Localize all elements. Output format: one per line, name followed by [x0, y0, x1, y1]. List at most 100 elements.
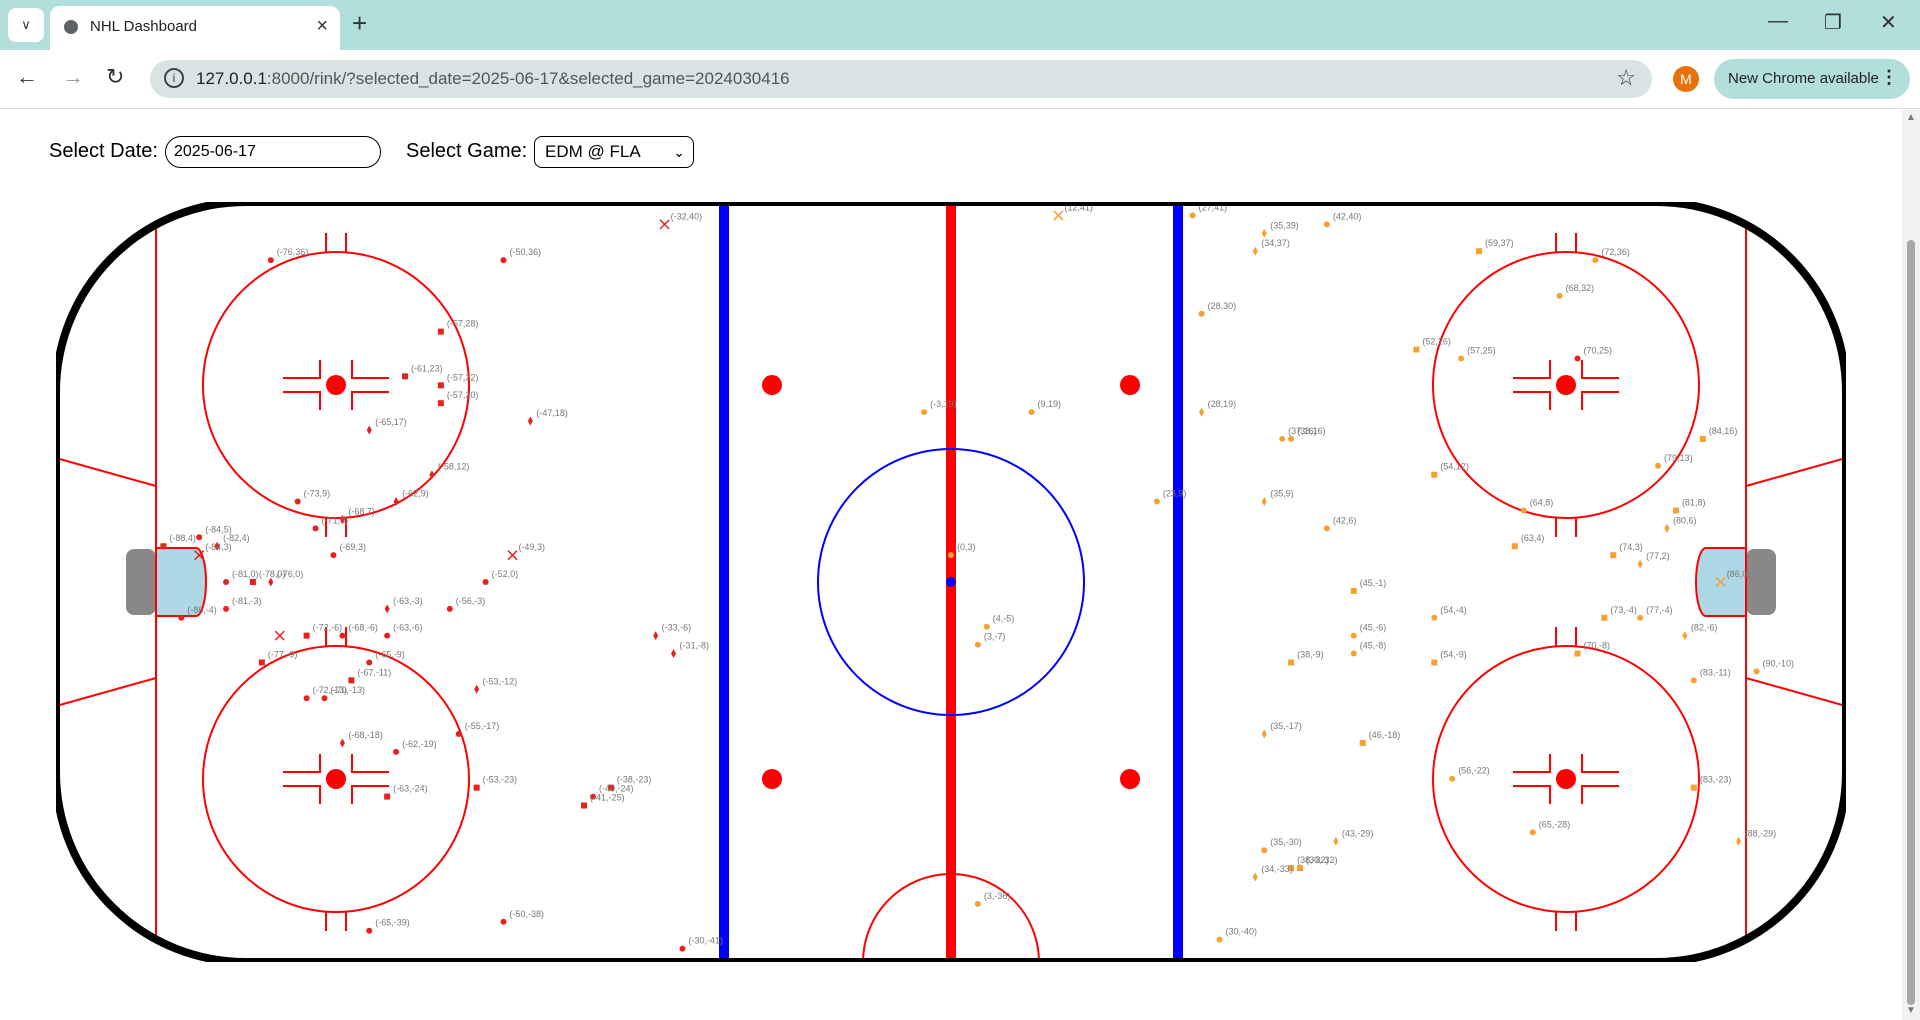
shot-marker-home[interactable] [321, 695, 328, 702]
shot-marker-away[interactable] [1431, 614, 1438, 621]
shot-marker-away[interactable] [1431, 659, 1438, 666]
shot-marker-away[interactable] [1574, 355, 1581, 362]
shot-marker-away[interactable] [1053, 210, 1064, 221]
shot-marker-home[interactable] [223, 579, 230, 585]
minimize-icon[interactable]: — [1768, 10, 1788, 32]
shot-marker-home[interactable] [507, 550, 518, 561]
shot-marker-home[interactable] [527, 416, 533, 426]
shot-marker-away[interactable] [1216, 936, 1223, 943]
site-info-icon[interactable]: i [164, 68, 184, 88]
shot-marker-away[interactable] [1261, 729, 1267, 739]
shot-marker-away[interactable] [983, 623, 990, 630]
back-arrow-icon[interactable]: ← [16, 64, 38, 89]
shot-marker-away[interactable] [1637, 559, 1643, 569]
shot-marker-away[interactable] [1413, 346, 1420, 353]
shot-marker-away[interactable] [1350, 587, 1357, 594]
shot-marker-home[interactable] [446, 605, 453, 612]
game-select[interactable]: EDM @ FLA ⌄ [534, 136, 694, 168]
new-tab-plus-icon[interactable]: + [352, 8, 368, 38]
shot-marker-home[interactable] [194, 550, 205, 561]
date-input[interactable] [165, 136, 381, 168]
shot-marker-home[interactable] [258, 659, 265, 666]
shot-marker-away[interactable] [1288, 865, 1295, 872]
bookmark-star-icon[interactable]: ☆ [1616, 65, 1636, 90]
shot-marker-home[interactable] [679, 945, 686, 952]
shot-marker-home[interactable] [312, 525, 319, 532]
shot-marker-away[interactable] [1664, 523, 1670, 533]
shot-marker-away[interactable] [1458, 355, 1465, 362]
shot-marker-away[interactable] [1261, 497, 1267, 507]
shot-marker-away[interactable] [1556, 292, 1563, 299]
shot-marker-home[interactable] [482, 579, 489, 585]
shot-marker-home[interactable] [330, 552, 337, 559]
shot-marker-home[interactable] [294, 498, 301, 505]
shot-marker-home[interactable] [437, 400, 444, 407]
shot-marker-away[interactable] [948, 552, 954, 559]
scroll-down-arrow-icon[interactable]: ▼ [1906, 1005, 1916, 1016]
shot-marker-away[interactable] [1529, 829, 1536, 836]
shot-marker-away[interactable] [1261, 847, 1268, 854]
shot-marker-away[interactable] [1520, 507, 1527, 514]
shot-marker-home[interactable] [500, 257, 507, 264]
shot-marker-away[interactable] [1715, 576, 1726, 588]
shot-marker-home[interactable] [348, 677, 355, 684]
shot-marker-away[interactable] [1028, 409, 1035, 416]
page-scrollbar[interactable]: ▲ ▼ [1902, 110, 1920, 1020]
shot-marker-away[interactable] [1672, 507, 1679, 514]
shot-marker-home[interactable] [160, 543, 167, 550]
shot-marker-away[interactable] [921, 409, 928, 416]
shot-marker-home[interactable] [402, 373, 409, 380]
shot-marker-away[interactable] [1252, 872, 1258, 882]
shot-marker-home[interactable] [384, 632, 391, 639]
shot-marker-home[interactable] [437, 382, 444, 389]
shot-marker-home[interactable] [500, 918, 507, 925]
browser-tab[interactable]: NHL Dashboard × [50, 6, 340, 50]
shot-marker-away[interactable] [1753, 668, 1760, 675]
shot-marker-home[interactable] [267, 257, 274, 264]
shot-marker-away[interactable] [1279, 435, 1286, 442]
shot-marker-home[interactable] [590, 793, 596, 800]
shot-marker-home[interactable] [473, 784, 480, 791]
shot-marker-away[interactable] [1690, 677, 1697, 684]
shot-marker-away[interactable] [1199, 407, 1205, 417]
shot-marker-home[interactable] [303, 695, 310, 702]
shot-marker-away[interactable] [974, 900, 981, 907]
shot-marker-away[interactable] [1592, 257, 1599, 264]
shot-marker-home[interactable] [196, 534, 203, 541]
shot-marker-away[interactable] [1574, 650, 1581, 657]
chrome-update-button[interactable]: New Chrome available ⋮ [1714, 59, 1910, 99]
forward-arrow-icon[interactable]: → [62, 64, 84, 89]
shot-marker-away[interactable] [1359, 739, 1366, 746]
shot-marker-away[interactable] [1198, 310, 1205, 317]
shot-marker-away[interactable] [1449, 775, 1456, 782]
shot-marker-home[interactable] [178, 614, 185, 621]
reload-icon[interactable]: ↻ [106, 64, 125, 89]
shot-marker-home[interactable] [384, 604, 390, 614]
shot-marker-home[interactable] [581, 802, 588, 809]
shot-marker-away[interactable] [974, 641, 981, 648]
shot-marker-home[interactable] [474, 684, 480, 694]
shot-marker-away[interactable] [1637, 614, 1644, 621]
shot-marker-home[interactable] [659, 219, 670, 230]
shot-marker-away[interactable] [1297, 865, 1304, 872]
shot-marker-away[interactable] [1601, 614, 1608, 621]
shot-marker-home[interactable] [339, 632, 346, 639]
shot-marker-away[interactable] [1189, 212, 1196, 219]
shot-marker-away[interactable] [1511, 543, 1518, 550]
shot-marker-home[interactable] [384, 793, 391, 800]
shot-marker-away[interactable] [1476, 248, 1483, 255]
shot-marker-home[interactable] [268, 577, 274, 587]
shot-marker-home[interactable] [437, 328, 444, 335]
shot-marker-away[interactable] [1252, 246, 1258, 256]
shot-marker-away[interactable] [1350, 650, 1357, 657]
shot-marker-away[interactable] [1690, 784, 1697, 791]
profile-avatar[interactable]: M [1673, 66, 1699, 92]
shot-marker-away[interactable] [1288, 435, 1295, 442]
shot-marker-away[interactable] [1153, 498, 1160, 505]
shot-marker-home[interactable] [339, 514, 345, 524]
shot-marker-away[interactable] [1333, 836, 1339, 846]
shot-marker-away[interactable] [1350, 632, 1357, 639]
shot-marker-away[interactable] [1655, 462, 1662, 469]
shot-marker-home[interactable] [671, 649, 677, 659]
shot-marker-home[interactable] [607, 784, 614, 791]
